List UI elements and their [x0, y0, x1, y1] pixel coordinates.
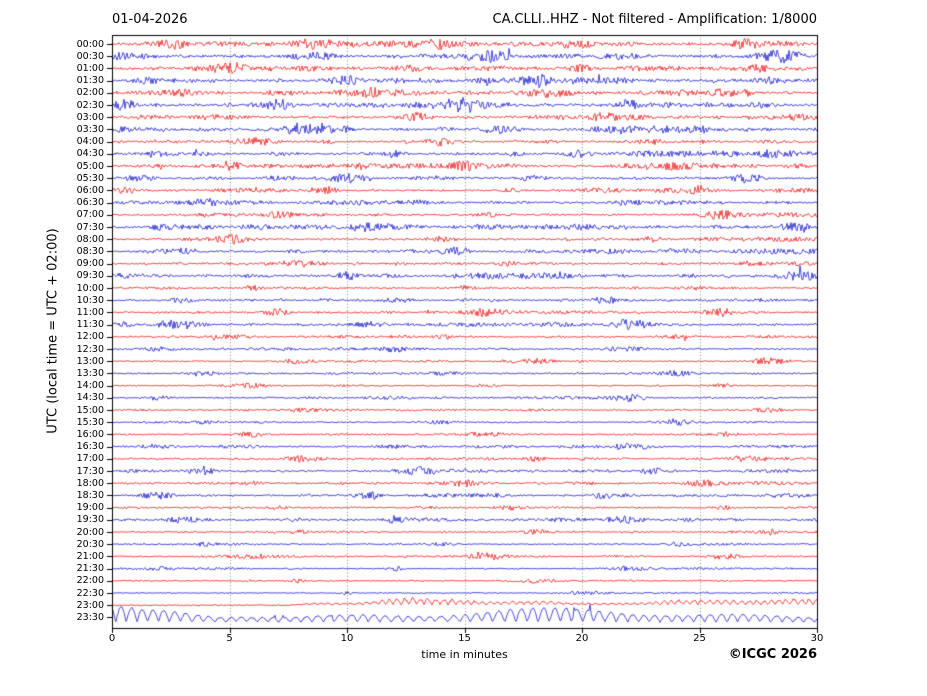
- y-tick-label: 16:00: [76, 428, 104, 440]
- y-tick-label: 06:00: [76, 184, 104, 196]
- x-tick-label: 5: [226, 633, 233, 644]
- y-tick-label: 01:30: [76, 75, 104, 87]
- y-tick-label: 12:00: [76, 331, 104, 343]
- x-tick-label: 15: [458, 633, 471, 644]
- y-tick-label: 08:00: [76, 233, 104, 245]
- x-tick-label: 10: [340, 633, 354, 644]
- y-tick-label: 00:00: [76, 38, 104, 50]
- date-title: 01-04-2026: [112, 12, 188, 27]
- y-tick-label: 06:30: [76, 197, 104, 209]
- y-tick-label: 03:00: [76, 111, 104, 123]
- y-tick-label: 02:00: [76, 87, 104, 99]
- y-tick-label: 17:30: [76, 465, 104, 477]
- y-tick-label: 22:30: [76, 587, 104, 599]
- y-tick-label: 13:30: [76, 367, 104, 379]
- y-tick-label: 22:00: [76, 575, 104, 587]
- y-tick-label: 21:30: [76, 563, 104, 575]
- y-tick-label: 16:30: [76, 441, 104, 453]
- y-tick-label: 03:30: [76, 123, 104, 135]
- y-tick-label: 04:30: [76, 148, 104, 160]
- y-tick-label: 18:30: [76, 489, 104, 501]
- copyright-credit: ©ICGC 2026: [728, 647, 817, 662]
- y-tick-label: 02:30: [76, 99, 104, 111]
- y-tick-label: 19:00: [76, 502, 104, 514]
- y-tick-label: 05:30: [76, 172, 104, 184]
- y-tick-label: 20:30: [76, 538, 104, 550]
- y-tick-label: 11:00: [76, 306, 104, 318]
- y-tick-label: 00:30: [76, 50, 104, 62]
- y-tick-label: 07:00: [76, 209, 104, 221]
- y-tick-label: 07:30: [76, 221, 104, 233]
- x-tick-label: 20: [575, 633, 589, 644]
- x-tick-label: 30: [810, 633, 824, 644]
- y-tick-label: 18:00: [76, 477, 104, 489]
- y-tick-label: 11:30: [76, 319, 104, 331]
- y-tick-label: 04:00: [76, 136, 104, 148]
- x-tick-label: 25: [693, 633, 706, 644]
- station-title: CA.CLLI..HHZ - Not filtered - Amplificat…: [492, 12, 818, 27]
- y-tick-label: 15:30: [76, 416, 104, 428]
- y-tick-label: 05:00: [76, 160, 104, 172]
- y-tick-label: 10:30: [76, 294, 104, 306]
- y-tick-label: 01:00: [76, 62, 104, 74]
- y-tick-label: 23:00: [76, 599, 104, 611]
- x-axis-label: time in minutes: [421, 648, 508, 661]
- y-tick-label: 19:30: [76, 514, 104, 526]
- y-tick-label: 21:00: [76, 550, 104, 562]
- y-tick-label: 17:00: [76, 453, 104, 465]
- y-tick-label: 13:00: [76, 355, 104, 367]
- y-tick-label: 12:30: [76, 343, 104, 355]
- y-tick-label: 09:00: [76, 258, 104, 270]
- y-tick-label: 14:30: [76, 392, 104, 404]
- y-tick-label: 09:30: [76, 270, 104, 282]
- y-tick-label: 20:00: [76, 526, 104, 538]
- y-tick-label: 15:00: [76, 404, 104, 416]
- y-tick-label: 14:00: [76, 380, 104, 392]
- y-tick-label: 23:30: [76, 611, 104, 623]
- y-tick-label: 08:30: [76, 245, 104, 257]
- x-tick-label: 0: [108, 633, 116, 644]
- y-tick-label: 10:00: [76, 282, 104, 294]
